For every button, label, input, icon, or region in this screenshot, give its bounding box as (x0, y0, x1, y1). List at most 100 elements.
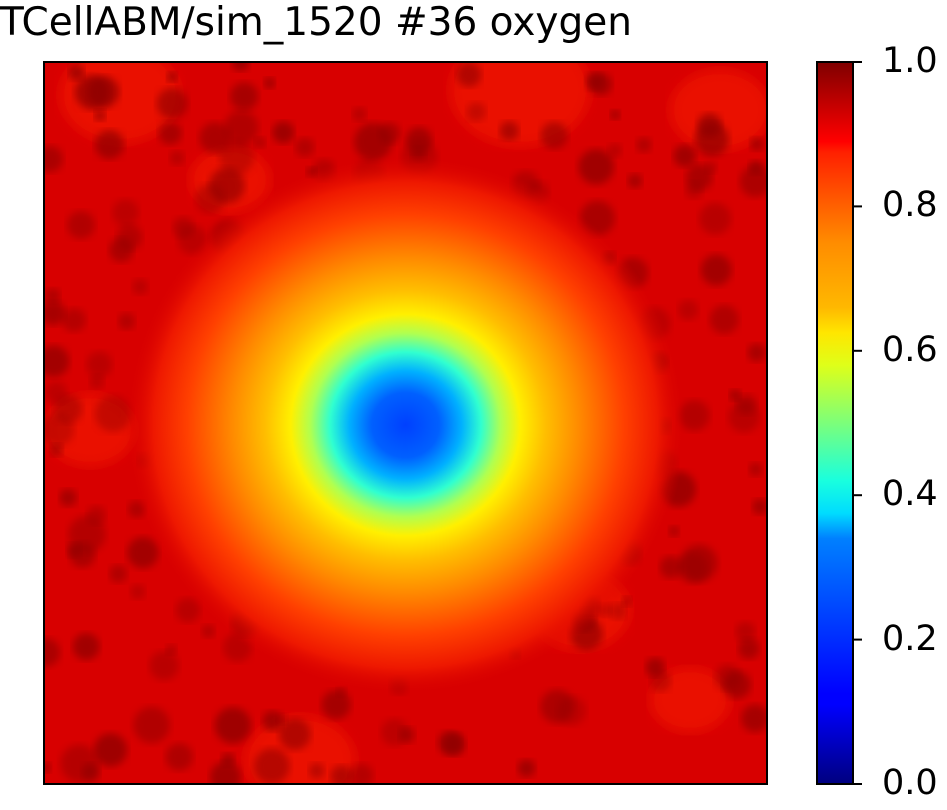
heatmap-cell (585, 72, 604, 91)
heatmap-cell (272, 121, 295, 144)
chart-title: TCellABM/sim_1520 #36 oxygen (0, 0, 632, 45)
colorbar-tick-label: 0.0 (882, 763, 938, 803)
heatmap-cell (130, 584, 146, 600)
heatmap-cell (295, 137, 315, 157)
heatmap-cell (158, 121, 182, 145)
heatmap-cell (607, 143, 623, 158)
heatmap-cell (44, 345, 70, 378)
heatmap-cell (728, 401, 760, 433)
heatmap-cell (729, 389, 741, 402)
heatmap-cell (67, 211, 95, 239)
heatmap-cell (45, 288, 61, 304)
heatmap-cell (627, 173, 643, 189)
heatmap-cell (308, 763, 325, 779)
heatmap-cell (169, 150, 185, 166)
heatmap-cell (166, 71, 178, 83)
heatmap-cell (578, 149, 614, 185)
heatmap-cell (224, 110, 259, 145)
heatmap-patch (670, 70, 767, 150)
heatmap-cell (59, 489, 77, 507)
heatmap-cell (276, 713, 288, 725)
heatmap-cell (62, 308, 86, 332)
heatmap-cell (201, 624, 215, 639)
heatmap-cell (437, 731, 462, 755)
colorbar-tick-label: 0.8 (882, 185, 938, 226)
heatmap-cell (253, 748, 290, 784)
heatmap-cell (330, 765, 353, 784)
colorbar-tick-label: 1.0 (882, 41, 938, 81)
heatmap-cell (677, 552, 709, 584)
colorbar-tick-label: 0.6 (882, 329, 938, 370)
heatmap-cell (118, 313, 135, 330)
heatmap-cell (741, 704, 767, 733)
heatmap-cell (673, 144, 696, 168)
colorbar-gradient (816, 61, 854, 785)
plot-frame (43, 61, 768, 785)
heatmap-cell (700, 254, 732, 286)
heatmap-cell (748, 462, 763, 477)
heatmap-cell (263, 77, 276, 89)
heatmap-cell (44, 762, 51, 773)
heatmap-cell (127, 537, 159, 569)
heatmap-cell (352, 107, 367, 122)
heatmap-cell (89, 374, 105, 389)
heatmap-cell (175, 598, 201, 623)
heatmap-cell (49, 443, 63, 457)
heatmap-cell (752, 498, 767, 515)
heatmap-cell (540, 689, 575, 724)
heatmap-cell (132, 278, 149, 295)
heatmap-cell (199, 122, 231, 154)
heatmap-cell (321, 690, 351, 720)
heatmap-cell (735, 621, 756, 642)
heatmap-cell (709, 305, 739, 334)
heatmap-cell (747, 343, 766, 362)
heatmap-cell (109, 237, 134, 263)
heatmap-cell (219, 140, 254, 175)
heatmap-cell (636, 137, 652, 153)
colorbar-tick-label: 0.2 (882, 618, 938, 659)
heatmap-cell (723, 670, 751, 699)
heatmap-cell (94, 395, 132, 432)
heatmap-cell (705, 161, 718, 174)
oxygen-depletion-zone (125, 155, 686, 695)
heatmap-cell (254, 137, 266, 149)
heatmap-cell (72, 633, 100, 660)
heatmap-cell (60, 744, 99, 783)
heatmap-cell (456, 62, 482, 87)
heatmap-cell (44, 301, 66, 326)
heatmap-cell (45, 381, 68, 404)
heatmap-cell (466, 102, 486, 122)
heatmap-cell (738, 638, 760, 660)
heatmap-cell (678, 299, 699, 320)
heatmap-cell (68, 64, 85, 81)
colorbar-tick-label: 0.4 (882, 474, 938, 515)
heatmap-cell (610, 109, 621, 120)
heatmap-cell (230, 82, 259, 111)
heatmap-cell (112, 199, 139, 226)
heatmap-cell (697, 113, 722, 138)
heatmap-cell (739, 165, 767, 198)
heatmap-cell (195, 184, 225, 214)
heatmap-cell (279, 718, 311, 750)
heatmap-cell (109, 564, 128, 583)
heatmap-cell (210, 761, 241, 784)
heatmap-cell (86, 351, 113, 378)
heatmap-cell (156, 88, 188, 120)
heatmap-cell (354, 122, 392, 161)
heatmap-cell (149, 651, 179, 681)
heatmap-cell (699, 202, 732, 235)
heatmap-cell (165, 743, 193, 771)
heatmap-cell (93, 733, 128, 767)
heatmap-cell (349, 763, 374, 784)
heatmap-cell (214, 707, 252, 744)
heatmap-cell (88, 76, 120, 108)
heatmap-cell (94, 109, 106, 122)
heatmap-cell (44, 638, 61, 667)
heatmap-cell (668, 526, 680, 537)
heatmap-cell (621, 596, 632, 607)
heatmap-cell (398, 726, 415, 744)
heatmap-cell (133, 706, 170, 744)
heatmap-cell (540, 121, 568, 150)
